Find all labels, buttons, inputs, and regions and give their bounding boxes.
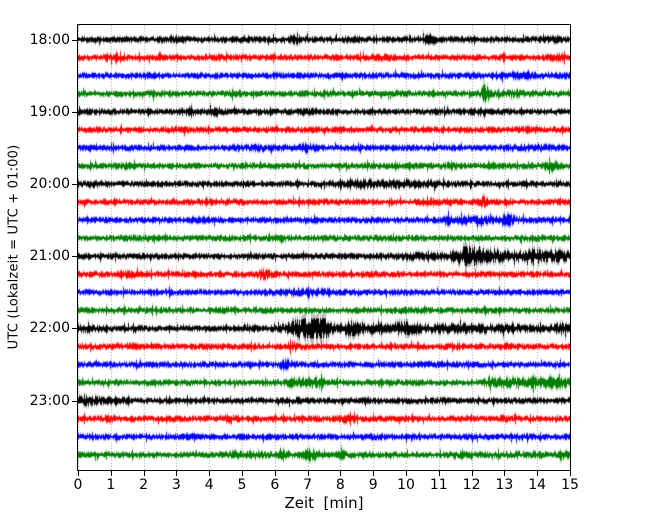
x-tick-mark [373,471,374,476]
y-tick-mark [72,184,77,185]
y-tick-mark [72,112,77,113]
y-tick-label: 21:00 [29,248,70,265]
x-tick-label: 13 [495,477,514,493]
x-tick-mark [472,471,473,476]
x-tick-mark [504,471,505,476]
y-tick-mark [72,40,77,41]
y-tick-label: 20:00 [29,175,70,192]
x-tick-label: 10 [397,477,415,493]
x-tick-mark [176,471,177,476]
x-tick-mark [78,471,79,476]
x-tick-label: 1 [106,477,116,493]
y-tick-label: 23:00 [29,392,70,409]
y-tick-mark [72,328,77,329]
x-tick-label: 15 [561,477,579,493]
x-tick-mark [209,471,210,476]
seismogram-canvas [78,25,570,470]
x-tick-mark [144,471,145,476]
x-tick-label: 11 [429,477,448,493]
x-tick-mark [406,471,407,476]
x-tick-label: 4 [204,477,214,493]
x-tick-mark [340,471,341,476]
x-tick-label: 5 [237,477,247,493]
x-tick-label: 14 [528,477,547,493]
x-tick-mark [570,471,571,476]
y-tick-label: 18:00 [29,31,70,48]
x-tick-label: 0 [73,477,83,493]
x-tick-label: 8 [335,477,345,493]
x-tick-label: 3 [171,477,181,493]
x-tick-label: 7 [303,477,313,493]
x-tick-mark [308,471,309,476]
x-tick-label: 12 [462,477,481,493]
y-tick-label: 19:00 [29,103,70,120]
x-tick-mark [242,471,243,476]
x-tick-label: 2 [139,477,149,493]
x-tick-mark [111,471,112,476]
y-tick-mark [72,256,77,257]
y-tick-mark [72,401,77,402]
x-tick-label: 9 [368,477,378,493]
x-tick-label: 6 [270,477,280,493]
y-tick-label: 22:00 [29,320,70,337]
plot-area [77,24,571,471]
x-tick-mark [537,471,538,476]
x-axis-label: Zeit [min] [284,494,364,512]
x-tick-mark [439,471,440,476]
x-tick-mark [275,471,276,476]
